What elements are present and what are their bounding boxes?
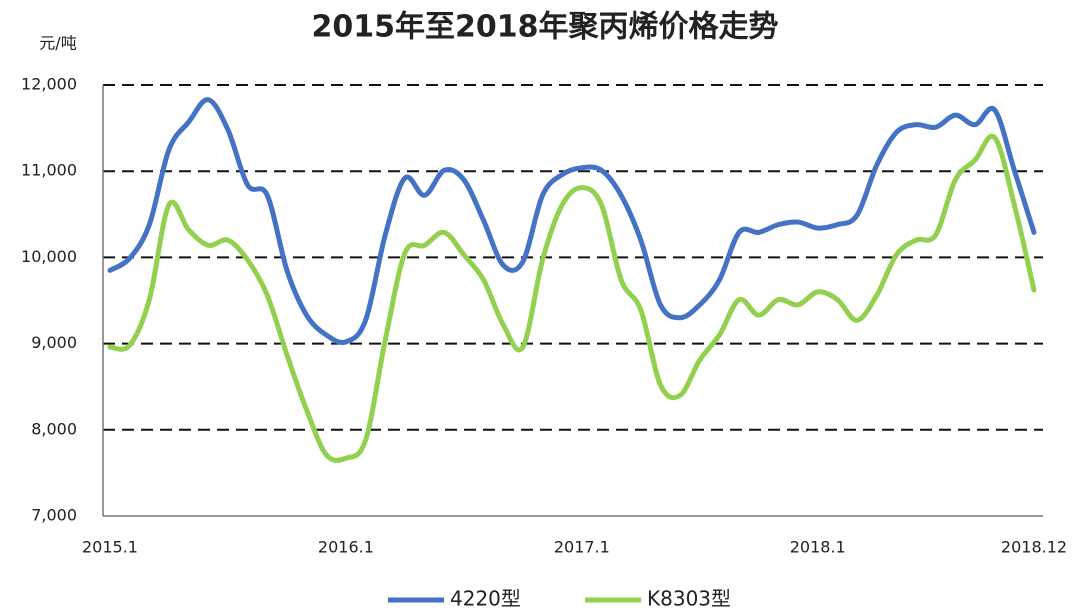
- legend-label: 4220型: [450, 587, 521, 611]
- y-tick-label: 8,000: [31, 419, 77, 438]
- y-tick-label: 11,000: [21, 161, 77, 180]
- legend-label: K8303型: [647, 587, 731, 611]
- chart-title: 2015年至2018年聚丙烯价格走势: [312, 10, 779, 45]
- y-tick-label: 10,000: [21, 247, 77, 266]
- series-line: [107, 97, 1037, 345]
- x-tick-label: 2018.12: [1001, 538, 1067, 557]
- series-line: [107, 133, 1037, 463]
- x-tick-label: 2015.1: [82, 538, 138, 557]
- y-tick-label: 12,000: [21, 75, 77, 94]
- x-tick-label: 2017.1: [554, 538, 610, 557]
- y-tick-label: 9,000: [31, 333, 77, 352]
- y-tick-label: 7,000: [31, 506, 77, 525]
- y-axis-label: 元/吨: [39, 34, 76, 53]
- x-tick-label: 2016.1: [318, 538, 374, 557]
- x-tick-label: 2018.1: [790, 538, 846, 557]
